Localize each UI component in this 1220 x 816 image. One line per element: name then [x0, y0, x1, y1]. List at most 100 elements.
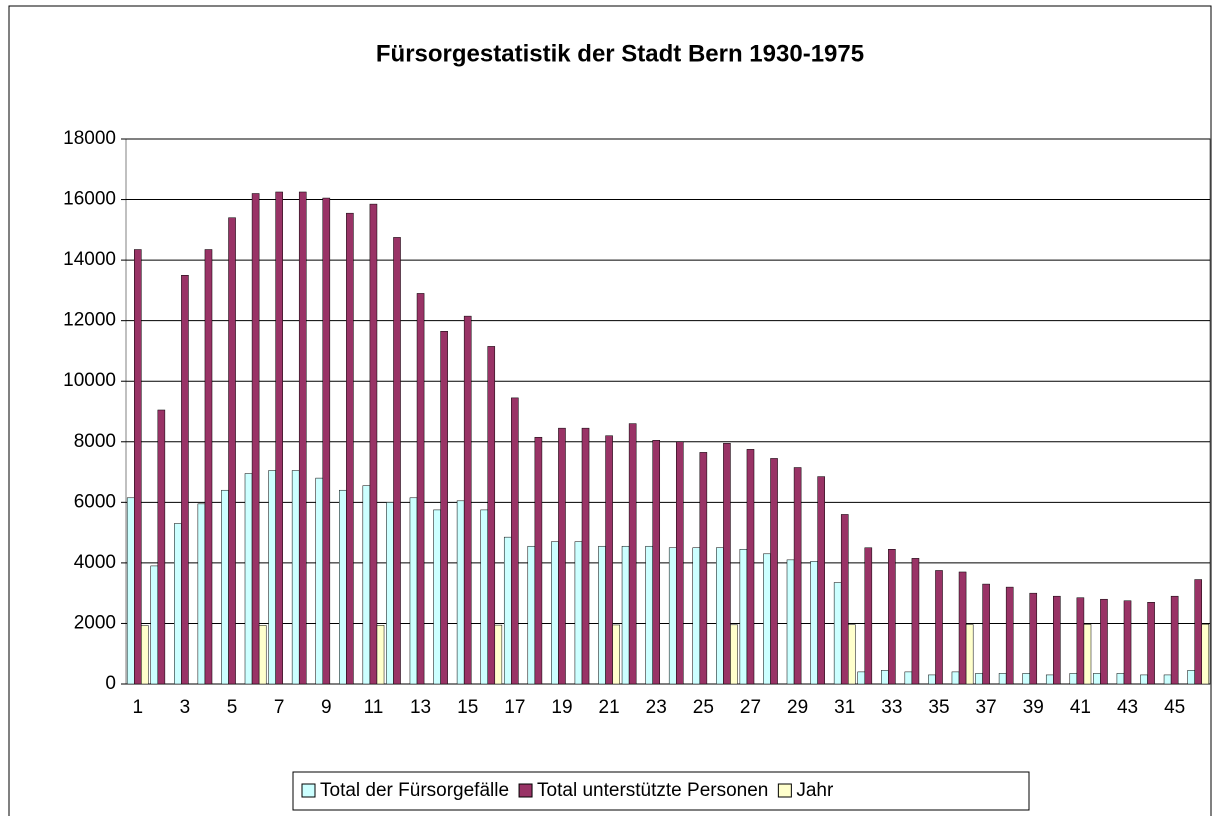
- x-tick-label: 13: [410, 697, 431, 718]
- bar: [1005, 586, 1014, 685]
- bar: [833, 582, 842, 685]
- x-tick-label: 25: [693, 697, 714, 718]
- bar: [1147, 602, 1155, 685]
- bar: [951, 671, 960, 685]
- bar: [739, 549, 748, 685]
- bar: [817, 476, 825, 685]
- bar: [511, 397, 519, 685]
- y-tick-label: 6000: [74, 491, 116, 512]
- bar: [746, 449, 755, 685]
- x-tick-label: 11: [364, 697, 384, 718]
- x-tick-label: 29: [787, 697, 808, 718]
- bar: [1093, 673, 1101, 685]
- bar: [1123, 600, 1132, 685]
- bar: [298, 191, 307, 685]
- bar: [551, 541, 559, 685]
- bar: [605, 435, 613, 685]
- bar: [133, 249, 142, 685]
- bar: [628, 423, 637, 685]
- bar: [652, 440, 661, 685]
- bar: [1163, 674, 1172, 685]
- bar: [527, 545, 536, 685]
- bar: [675, 441, 684, 685]
- bar: [598, 545, 606, 685]
- x-tick-label: 21: [599, 697, 620, 718]
- bar: [251, 193, 260, 685]
- bar: [362, 485, 371, 685]
- x-tick-label: 41: [1070, 697, 1091, 718]
- legend-swatch: [777, 783, 792, 798]
- bar: [645, 545, 653, 685]
- bar: [174, 523, 182, 685]
- bar: [621, 545, 630, 685]
- x-tick-label: 3: [180, 697, 191, 718]
- bar: [668, 547, 677, 685]
- x-tick-label: 15: [457, 697, 478, 718]
- bar: [1116, 673, 1125, 685]
- bar: [487, 346, 496, 685]
- bar: [975, 673, 983, 685]
- bar: [558, 427, 566, 685]
- bar: [840, 514, 849, 685]
- plot-area: [125, 138, 1211, 685]
- x-tick-label: 37: [976, 697, 997, 718]
- bar: [1194, 579, 1203, 685]
- x-tick-label: 31: [834, 697, 855, 718]
- bar: [857, 671, 866, 685]
- bar: [386, 502, 394, 685]
- bar: [463, 315, 472, 685]
- bar: [1170, 595, 1179, 685]
- bar: [928, 674, 936, 685]
- bar: [574, 541, 583, 685]
- x-tick-label: 33: [881, 697, 902, 718]
- bar: [1083, 624, 1092, 685]
- bar: [322, 197, 331, 685]
- bar: [291, 470, 300, 685]
- legend-label: Total unterstützte Personen: [537, 780, 768, 801]
- bar: [770, 458, 778, 685]
- bar: [716, 547, 724, 685]
- x-tick-label: 19: [551, 697, 572, 718]
- bar: [369, 203, 378, 685]
- bar: [864, 547, 873, 685]
- bar: [197, 503, 206, 685]
- y-tick-label: 2000: [74, 612, 116, 633]
- bar: [848, 624, 856, 685]
- bar: [433, 509, 441, 685]
- x-tick-label: 39: [1023, 697, 1044, 718]
- bar: [126, 497, 135, 685]
- bar: [315, 477, 324, 685]
- bar: [409, 497, 418, 685]
- x-tick-label: 45: [1164, 697, 1185, 718]
- bar: [612, 624, 620, 685]
- bar: [1053, 595, 1061, 685]
- bar: [150, 565, 159, 685]
- bar: [376, 625, 385, 685]
- y-tick-label: 4000: [74, 552, 116, 573]
- bar: [221, 489, 229, 685]
- bar: [1029, 592, 1038, 685]
- x-tick-label: 23: [646, 697, 667, 718]
- bar: [503, 536, 512, 685]
- bar: [275, 191, 283, 685]
- y-tick-label: 10000: [63, 370, 116, 391]
- legend-swatch: [518, 783, 533, 798]
- x-tick-label: 1: [132, 697, 143, 718]
- bar: [1045, 674, 1054, 685]
- legend-label: Jahr: [796, 780, 834, 801]
- y-tick-label: 18000: [63, 128, 116, 149]
- bar: [258, 625, 267, 685]
- bar: [416, 293, 425, 685]
- x-tick-label: 9: [321, 697, 332, 718]
- bar: [480, 509, 488, 685]
- bar: [268, 470, 276, 685]
- bar: [935, 570, 943, 685]
- legend-swatch: [301, 783, 316, 798]
- bar: [888, 549, 896, 685]
- bar: [244, 473, 253, 685]
- bar: [793, 467, 802, 685]
- bar: [1201, 623, 1210, 685]
- bar: [534, 436, 543, 685]
- bar: [730, 624, 738, 685]
